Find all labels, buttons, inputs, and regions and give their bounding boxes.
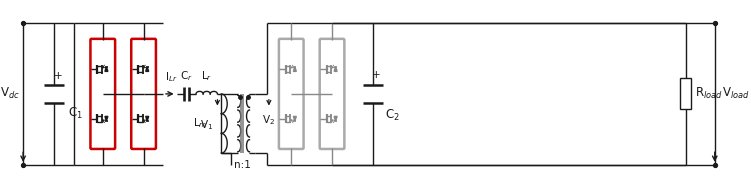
Text: +: + [54,71,62,81]
Text: C$_r$: C$_r$ [180,70,193,83]
FancyBboxPatch shape [320,39,345,149]
FancyBboxPatch shape [90,39,115,149]
Text: V$_1$: V$_1$ [201,119,213,132]
Text: C$_1$: C$_1$ [68,106,83,121]
Text: L$_r$: L$_r$ [201,70,213,83]
FancyBboxPatch shape [131,39,156,149]
Text: V$_{load}$: V$_{load}$ [722,86,749,101]
Text: R$_{load}$: R$_{load}$ [695,86,723,101]
Text: I$_{Lr}$: I$_{Lr}$ [165,70,177,84]
Text: V$_{dc}$: V$_{dc}$ [0,86,20,101]
Polygon shape [334,116,337,121]
Text: C$_2$: C$_2$ [385,108,400,123]
Bar [680,78,691,110]
Text: n:1: n:1 [234,160,251,170]
Text: V$_2$: V$_2$ [262,113,275,127]
Polygon shape [105,67,108,71]
FancyBboxPatch shape [279,39,303,149]
Text: L$_m$: L$_m$ [193,117,208,131]
Polygon shape [294,116,297,121]
Polygon shape [334,67,337,71]
Text: +: + [372,70,381,80]
Polygon shape [294,67,297,71]
Polygon shape [105,116,108,121]
Polygon shape [146,67,149,71]
Polygon shape [146,116,149,121]
